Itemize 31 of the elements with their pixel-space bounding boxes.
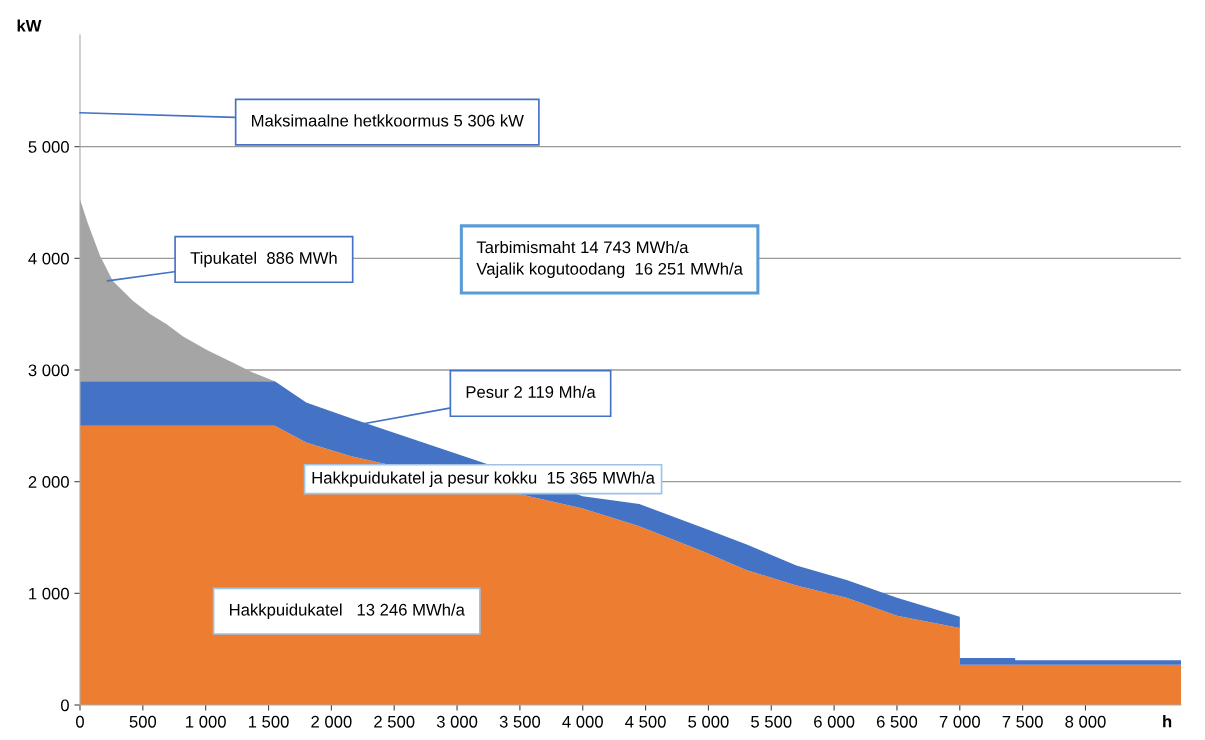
- x-tick-label: 5 500: [751, 715, 792, 728]
- x-tick-label: 2 000: [311, 715, 352, 728]
- x-axis-title: h: [1163, 715, 1172, 728]
- x-tick-label: 500: [129, 715, 157, 728]
- annotation: Tarbimismaht 14 743 MWh/a Vajalik kogutoodang 16 251 MWh/a: [476, 240, 743, 279]
- y-tick-label: 0: [60, 699, 69, 712]
- y-tick-label: 1 000: [29, 587, 69, 600]
- x-tick-label: 0: [76, 715, 84, 728]
- y-axis-title: kW: [17, 19, 42, 32]
- annotation: Tipukatel 886 MWh: [190, 251, 337, 268]
- x-tick-label: 6 500: [876, 715, 918, 728]
- annotation: Hakkpuidukatel 13 246 MWh/a: [230, 603, 465, 619]
- y-tick-label: 4 000: [28, 252, 69, 265]
- x-tick-label: 4 500: [625, 715, 666, 728]
- x-tick-label: 4 000: [562, 715, 603, 728]
- annotation: Maksimaalne hetkkoormus 5 306 kW: [252, 114, 524, 127]
- y-tick-label: 3 000: [28, 364, 69, 377]
- x-tick-label: 3 500: [499, 715, 541, 728]
- x-tick-label: 3 000: [436, 715, 478, 728]
- x-tick-label: 6 000: [814, 715, 855, 728]
- annotation: Pesur 2 119 Mh/a: [466, 385, 596, 398]
- y-tick-label: 2 000: [28, 476, 69, 488]
- y-tick-label: 5 000: [28, 141, 69, 153]
- x-tick-label: 7 500: [1002, 715, 1043, 728]
- x-tick-label: 7 000: [939, 715, 980, 728]
- annotation: Hakkpuidukatel ja pesur kokku 15 365 MWh/a: [312, 471, 655, 487]
- x-tick-label: 1 500: [248, 715, 289, 728]
- x-tick-label: 1 000: [186, 715, 226, 728]
- x-tick-label: 5 000: [688, 715, 729, 728]
- x-tick-label: 2 500: [374, 715, 415, 728]
- x-tick-label: 8 000: [1065, 715, 1106, 728]
